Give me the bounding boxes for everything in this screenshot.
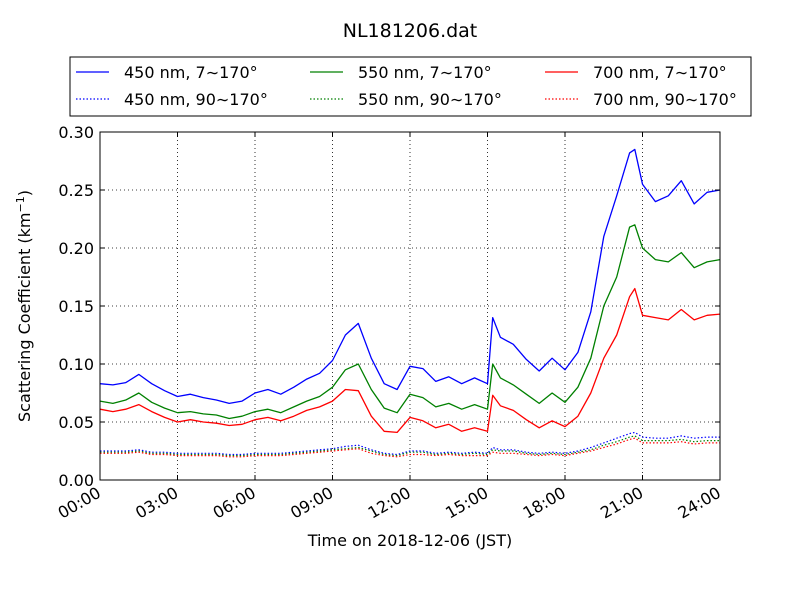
y-axis-label: Scattering Coefficient (km−1): [14, 190, 34, 422]
series-line-1: [99, 148, 721, 405]
legend-box: [69, 56, 752, 117]
y-tick-label: 0.05: [58, 413, 94, 432]
y-tick-label: 0.20: [58, 239, 94, 258]
legend-label: 450 nm, 7∼170°: [124, 63, 258, 82]
x-axis-label: Time on 2018-12-06 (JST): [307, 531, 512, 550]
y-axis-label-sup: −1: [14, 196, 27, 212]
series-line-4: [100, 431, 720, 456]
axes-ticks: [99, 131, 721, 481]
y-tick-label: 0.25: [58, 181, 94, 200]
series-line-5: [100, 435, 720, 457]
y-tick-label: 0.15: [58, 297, 94, 316]
legend-label: 550 nm, 90∼170°: [358, 90, 502, 109]
legend-label: 700 nm, 90∼170°: [593, 90, 737, 109]
series-line-3: [99, 287, 721, 434]
y-tick-labels: 0.00 0.05 0.10 0.15 0.20 0.25 0.30: [58, 123, 94, 490]
legend: 450 nm, 7∼170° 550 nm, 7∼170° 700 nm, 7∼17…: [69, 56, 752, 117]
legend-entries: 450 nm, 7∼170° 550 nm, 7∼170° 700 nm, 7∼17…: [76, 63, 737, 109]
grid: [100, 132, 720, 480]
legend-label: 700 nm, 7∼170°: [593, 63, 727, 82]
legend-label: 450 nm, 90∼170°: [124, 90, 268, 109]
legend-label: 550 nm, 7∼170°: [358, 63, 492, 82]
plot-lines: [99, 148, 721, 458]
chart-title: NL181206.dat: [343, 20, 478, 42]
y-tick-label: 0.30: [58, 123, 94, 142]
y-tick-label: 0.00: [58, 471, 94, 490]
y-axis-label-close: ): [15, 190, 34, 196]
y-tick-label: 0.10: [58, 355, 94, 374]
y-axis-label-main: Scattering Coefficient (km: [15, 212, 34, 422]
series-line-2: [99, 224, 721, 420]
